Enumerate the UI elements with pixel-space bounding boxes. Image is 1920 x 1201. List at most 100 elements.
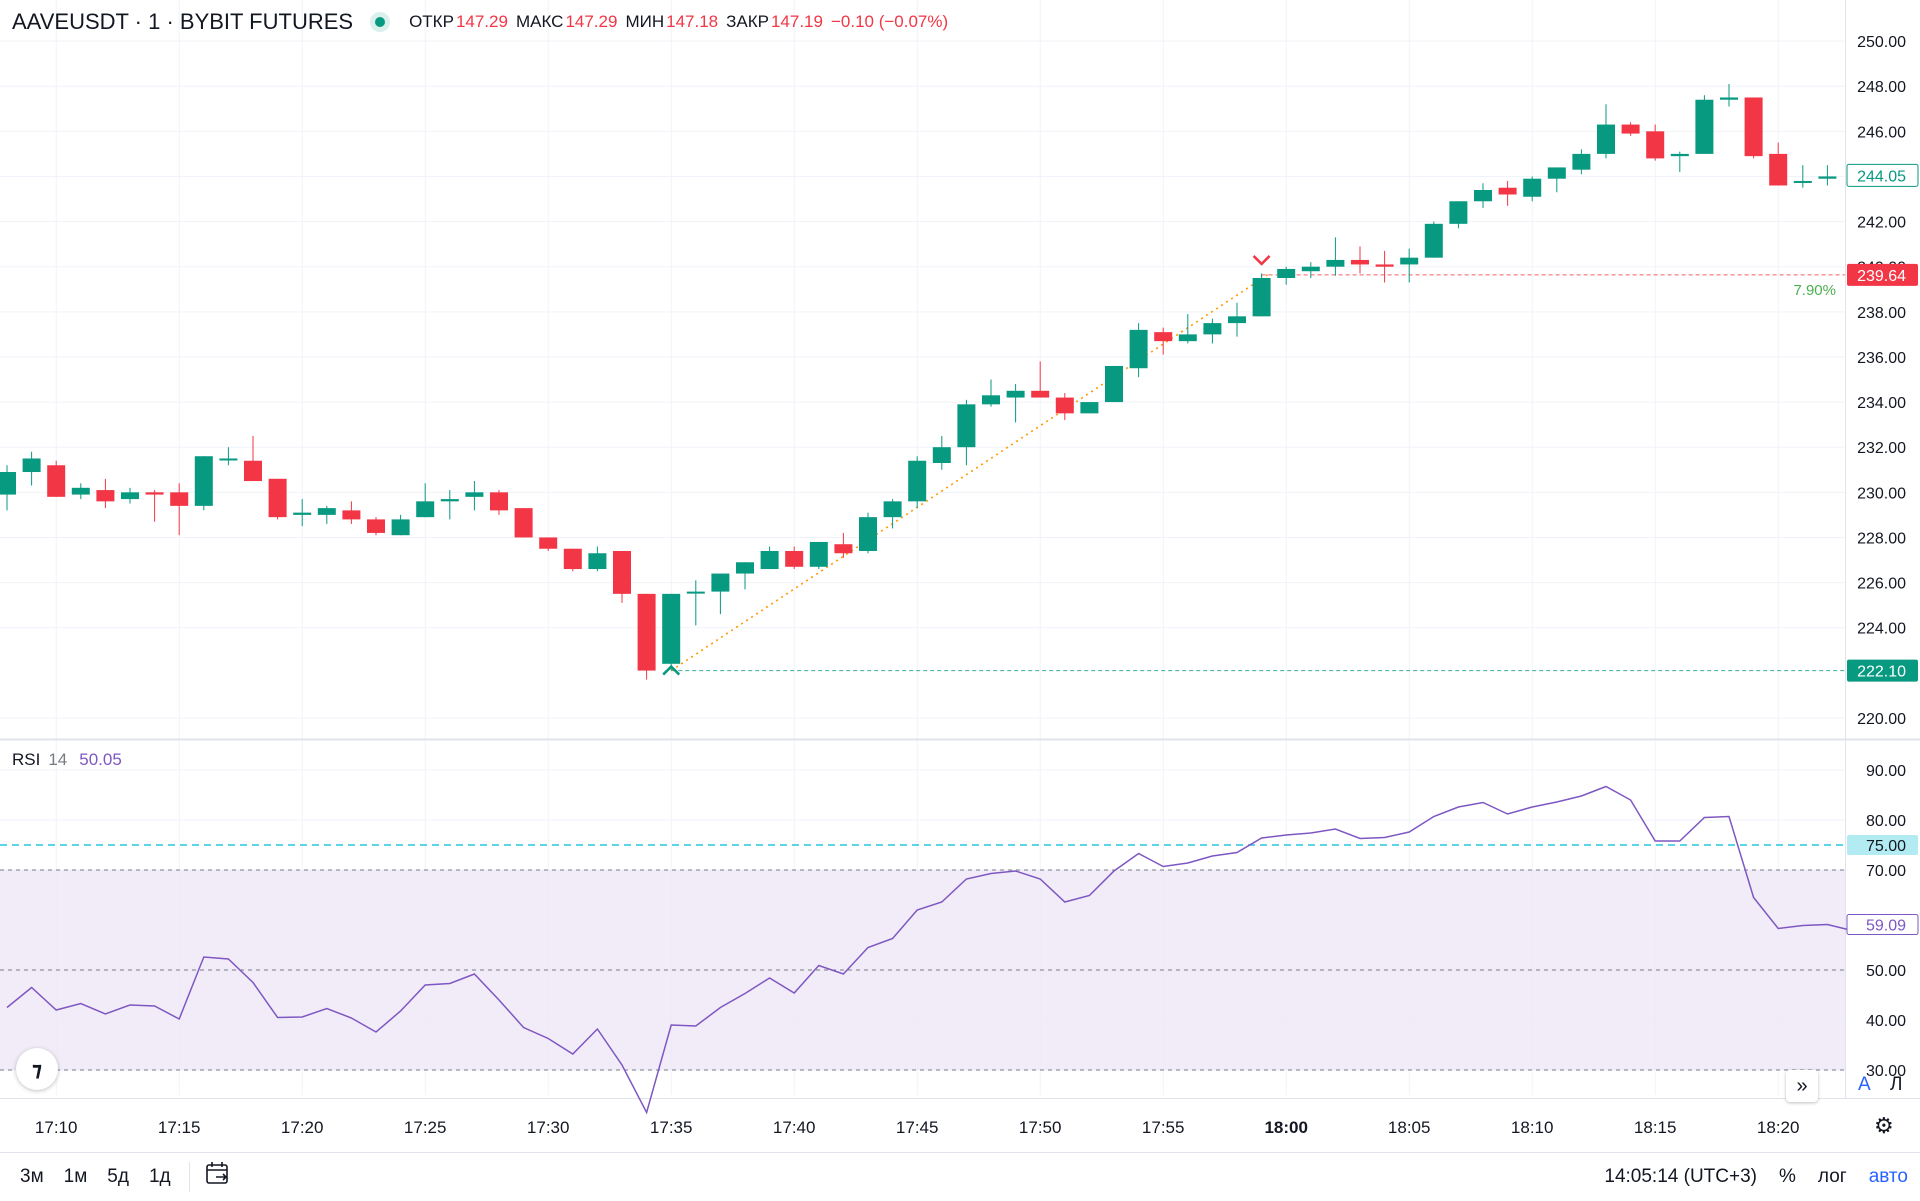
candle-body [293,512,312,515]
scroll-to-realtime-icon[interactable]: » [1786,1070,1818,1102]
candle-body [1375,264,1394,267]
candle-body [1252,277,1271,317]
price-axis-tick-label: 246.00 [1857,124,1906,141]
chart-legend: AAVEUSDT · 1 · BYBIT FUTURES ОТКР 147.29 … [12,8,948,36]
close-value: 147.19 [770,12,823,31]
candle-body [1547,167,1566,179]
bottom-toolbar: 3м 1м 5д 1д 14:05:14 (UTC+3) % лог авто [0,1152,1920,1201]
time-axis-tick-label: 17:35 [650,1118,693,1137]
range-3m-button[interactable]: 3м [20,1166,44,1187]
candle-body [1670,153,1689,157]
candle-body [145,492,164,495]
candle-body [588,553,607,570]
price-axis-tick-label: 232.00 [1857,440,1906,457]
chart-canvas[interactable]: 17:10 17:15 17:20 17:25 17:30 17:35 17:40 17:45… [0,0,1920,1152]
candle-body [1572,153,1591,170]
candle-body [662,593,681,664]
candle-body [1006,390,1025,398]
candle-body [1400,257,1419,265]
candle-body [1597,124,1615,154]
candle-body [613,550,631,594]
candle-body [1720,97,1738,100]
time-axis-tick-label: 17:20 [281,1118,324,1137]
settings-gear-icon[interactable]: ⚙ [1874,1113,1894,1138]
goto-date-icon[interactable] [204,1160,232,1194]
auto-scale-button[interactable]: A [1858,1074,1871,1095]
candle-body [490,492,508,511]
candle-body [1818,176,1837,179]
range-1m-button[interactable]: 1м [63,1166,88,1187]
rsi-level-badge [1847,835,1918,855]
candle-body [71,487,90,495]
candle-body [1277,268,1296,278]
rsi-axis-tick-label: 50.00 [1866,963,1906,980]
candle-body [1769,153,1788,186]
symbol-title[interactable]: AAVEUSDT · 1 · BYBIT FUTURES [12,9,354,34]
time-axis-tick-label: 18:00 [1264,1118,1307,1137]
candle-body [1449,201,1468,224]
tradingview-logo-icon[interactable]: ⁊ [16,1048,58,1090]
candle-body [342,510,361,520]
candle-body [367,519,385,533]
measure-trend-line [670,274,1269,672]
candle-body [1055,397,1074,414]
candle-body [514,508,533,538]
candle-body [22,458,41,473]
price-axis-tick-label: 236.00 [1857,350,1906,367]
candle-body [711,573,730,592]
candle-body [1326,259,1345,267]
candle-body [957,404,976,448]
candle-body [244,460,262,482]
rsi-line [6,785,1853,1115]
market-status-icon[interactable] [375,17,386,27]
price-axis-tick-label: 242.00 [1857,215,1906,232]
log-scale-button[interactable]: Л [1890,1074,1903,1095]
candle-body [1424,223,1443,258]
candle-body [170,492,189,506]
rsi-legend[interactable]: RSI 14 50.05 [12,750,122,770]
clock-timezone[interactable]: 14:05:14 (UTC+3) [1604,1166,1757,1187]
candle-body [785,550,804,567]
price-axis-tick-label: 234.00 [1857,395,1906,412]
candle-body [1744,97,1763,157]
time-axis-tick-label: 18:15 [1634,1118,1677,1137]
candle-body [317,508,336,515]
range-5d-button[interactable]: 5д [107,1166,129,1187]
rsi-axis-tick-label: 90.00 [1866,763,1906,780]
rsi-last-badge [1846,914,1919,936]
candle-body [194,456,213,506]
percent-scale-button[interactable]: % [1778,1166,1796,1187]
time-axis-tick-label: 18:05 [1388,1118,1431,1137]
price-axis-tick-label: 226.00 [1857,576,1906,593]
high-chevron-icon [1252,255,1271,266]
last-price-label: 244.05 [1857,168,1906,185]
candle-body [760,550,779,570]
rsi-length: 14 [48,750,68,769]
log-scale-toggle[interactable]: лог [1817,1166,1847,1187]
price-axis-tick-label: 224.00 [1857,621,1906,638]
time-axis-tick-label: 17:50 [1019,1118,1062,1137]
rsi-level-label: 75.00 [1866,838,1906,855]
candle-body [1129,329,1148,369]
last-price-badge [1846,163,1919,187]
candle-body [982,395,1000,405]
candle-body [1695,99,1714,154]
candle-body [637,593,656,671]
rsi-axis-tick-label: 40.00 [1866,1013,1906,1030]
price-level-badge [1847,263,1918,286]
time-axis-tick-label: 17:10 [35,1118,78,1137]
candle-body [1301,266,1320,272]
candle-body [883,501,902,518]
low-label: МИН [625,12,665,31]
change-value: −0.10 (−0.07%) [830,12,949,31]
candle-body [121,492,139,500]
range-1d-button[interactable]: 1д [148,1166,171,1187]
auto-scale-toggle[interactable]: авто [1868,1166,1908,1187]
time-axis-tick-label: 18:20 [1757,1118,1800,1137]
candle-body [1793,180,1812,183]
candle-body [416,501,435,518]
low-value: 147.18 [666,12,719,31]
price-level-label: 239.64 [1857,268,1906,285]
candle-body [1621,124,1640,134]
time-axis-tick-label: 17:25 [404,1118,447,1137]
